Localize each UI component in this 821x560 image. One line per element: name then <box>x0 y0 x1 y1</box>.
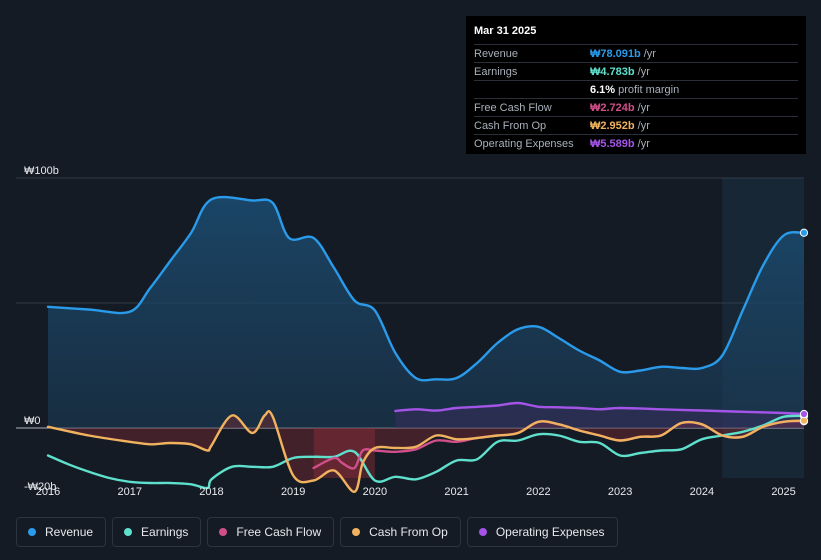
legend-dot-icon <box>352 528 361 536</box>
tooltip-row-unit: /yr <box>643 47 656 60</box>
series-lines <box>46 195 806 493</box>
tooltip-row: 6.1% profit margin <box>474 80 798 98</box>
end-dot-cash-from-op <box>799 416 809 425</box>
x-tick-label: 2020 <box>363 486 387 498</box>
x-tick-label: 2016 <box>36 486 60 498</box>
tooltip-row-unit: /yr <box>637 119 650 132</box>
legend: Revenue Earnings Free Cash Flow Cash From O… <box>16 517 618 547</box>
tooltip-row-value: ₩4.783b <box>590 65 635 78</box>
x-tick-label: 2021 <box>444 486 468 498</box>
x-tick-label: 2023 <box>608 486 632 498</box>
x-tick-label: 2018 <box>199 486 223 498</box>
tooltip-row: Revenue ₩78.091b/yr <box>474 44 798 62</box>
revenue-area <box>48 197 804 428</box>
tooltip-row: Cash From Op ₩2.952b/yr <box>474 116 798 134</box>
legend-label: Operating Expenses <box>495 525 605 539</box>
end-dot-operating-expenses <box>799 409 809 419</box>
tooltip-row-label: Free Cash Flow <box>474 101 552 114</box>
y-tick-label: ₩0 <box>24 415 41 427</box>
tooltip-row: Operating Expenses ₩5.589b/yr <box>474 134 798 152</box>
operating-expenses-area <box>395 402 804 428</box>
series-line-operating-expenses <box>394 401 806 416</box>
tooltip-row-value: ₩2.724b <box>590 101 635 114</box>
legend-item-revenue[interactable]: Revenue <box>16 517 107 547</box>
tooltip-row-unit: /yr <box>637 65 650 78</box>
legend-item-cash-from-op[interactable]: Cash From Op <box>340 517 461 547</box>
legend-label: Earnings <box>141 525 189 539</box>
tooltip-row-unit: /yr <box>637 137 650 150</box>
series-end-dots <box>799 228 809 426</box>
tooltip-row-label: Revenue <box>474 47 519 60</box>
legend-dot-icon <box>478 528 487 536</box>
tooltip-row: Free Cash Flow ₩2.724b/yr <box>474 98 798 116</box>
area-fills <box>48 197 804 492</box>
tooltip-row-value: ₩2.952b <box>590 119 635 132</box>
tooltip-row-unit: /yr <box>637 101 650 114</box>
legend-label: Revenue <box>45 525 94 539</box>
x-axis-labels: 2016 2017 2018 2019 2020 2021 2022 2023 2024 2025 <box>36 486 796 498</box>
x-tick-label: 2019 <box>281 486 305 498</box>
x-tick-label: 2017 <box>117 486 141 498</box>
y-tick-label: -₩20b <box>24 481 56 493</box>
legend-label: Free Cash Flow <box>236 525 322 539</box>
x-tick-label: 2022 <box>526 486 550 498</box>
series-line-cash-from-op <box>46 410 806 493</box>
legend-dot-icon <box>124 528 133 536</box>
x-tick-label: 2025 <box>771 486 795 498</box>
legend-dot-icon <box>219 528 228 536</box>
legend-item-free-cash-flow[interactable]: Free Cash Flow <box>207 517 335 547</box>
tooltip-date: Mar 31 2025 <box>474 25 537 37</box>
tooltip-row: Earnings ₩4.783b/yr <box>474 62 798 80</box>
tooltip-panel: Mar 31 2025 Revenue ₩78.091b/yr Earnings ₩4… <box>466 16 806 154</box>
tooltip-row-unit: profit margin <box>618 83 680 96</box>
tooltip-row-label: Operating Expenses <box>474 137 574 150</box>
series-line-revenue <box>46 195 806 382</box>
x-tick-label: 2024 <box>690 486 714 498</box>
series-line-earnings <box>46 414 806 490</box>
tooltip-row-value: 6.1% <box>590 83 616 96</box>
legend-item-earnings[interactable]: Earnings <box>112 517 202 547</box>
legend-label: Cash From Op <box>369 525 448 539</box>
tooltip-row-value: ₩5.589b <box>590 137 635 150</box>
tooltip-rows: Revenue ₩78.091b/yr Earnings ₩4.783b/yr 6.1%… <box>474 44 798 152</box>
end-dot-revenue <box>799 228 809 237</box>
legend-item-operating-expenses[interactable]: Operating Expenses <box>466 517 618 547</box>
tooltip-row-value: ₩78.091b <box>590 47 641 60</box>
tooltip-row-label: Cash From Op <box>474 119 547 132</box>
cash-from-op-area <box>48 411 804 492</box>
y-tick-label: ₩100b <box>24 165 59 177</box>
legend-dot-icon <box>28 528 36 536</box>
y-axis-labels: ₩100b ₩0 -₩20b <box>24 165 59 493</box>
tooltip-row-label: Earnings <box>474 65 518 78</box>
